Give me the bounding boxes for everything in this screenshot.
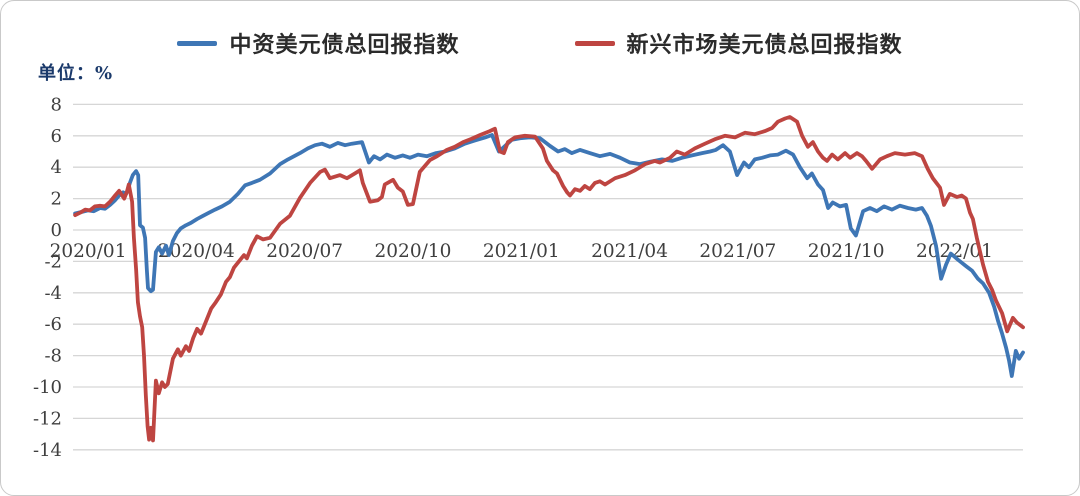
y-tick-label: -4 — [44, 283, 62, 304]
x-tick-label: 2020/07 — [266, 241, 343, 262]
y-axis-unit-label: 单位：% — [38, 63, 114, 84]
x-tick-label: 2020/10 — [375, 241, 452, 262]
y-tick-label: -10 — [33, 377, 62, 398]
y-tick-label: -8 — [44, 346, 62, 367]
legend: 中资美元债总回报指数 新兴市场美元债总回报指数 — [1, 27, 1079, 59]
y-tick-label: -12 — [33, 408, 62, 429]
y-tick-label: 4 — [51, 157, 62, 178]
y-tick-label: -6 — [44, 314, 62, 335]
legend-label: 中资美元债总回报指数 — [229, 32, 460, 58]
x-tick-label: 2021/04 — [591, 241, 668, 262]
red-line-swatch-icon — [574, 40, 615, 46]
y-tick-label: 8 — [51, 94, 62, 115]
series-line-em-usd-bond — [73, 115, 1025, 443]
legend-item-china-usd-bond: 中资美元债总回报指数 — [177, 27, 459, 59]
blue-line-swatch-icon — [177, 40, 218, 46]
legend-label: 新兴市场美元债总回报指数 — [626, 32, 903, 58]
legend-item-em-usd-bond: 新兴市场美元债总回报指数 — [574, 27, 903, 59]
x-tick-label: 2020/04 — [158, 241, 235, 262]
x-tick-label: 2021/07 — [699, 241, 776, 262]
y-tick-label: 2 — [51, 189, 62, 210]
y-tick-label: -2 — [44, 251, 62, 272]
x-tick-label: 2020/01 — [50, 241, 127, 262]
x-tick-label: 2021/10 — [808, 241, 885, 262]
y-tick-label: -14 — [33, 440, 62, 461]
y-tick-label: 0 — [51, 220, 62, 241]
y-tick-label: 6 — [51, 126, 62, 147]
x-tick-label: 2021/01 — [483, 241, 560, 262]
